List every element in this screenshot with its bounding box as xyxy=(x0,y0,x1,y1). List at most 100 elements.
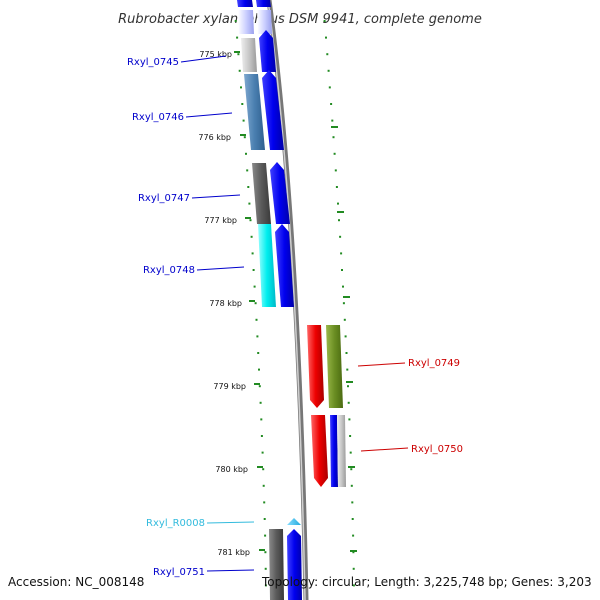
tick-right-1 xyxy=(331,126,338,128)
minor-tick-left xyxy=(264,584,267,587)
minor-tick-right xyxy=(350,468,353,471)
gene-label-r0008[interactable]: Rxyl_R0008 xyxy=(146,518,205,529)
gene-label-0748[interactable]: Rxyl_0748 xyxy=(143,265,195,276)
tick-label-775: 775 kbp xyxy=(199,50,232,59)
gene-feature-0745-b[interactable] xyxy=(259,30,276,72)
tick-777 xyxy=(245,217,251,219)
minor-tick-right xyxy=(341,269,343,271)
position-ticks: 775 kbp 776 kbp 777 kbp 778 kbp 779 kbp … xyxy=(198,50,357,557)
minor-tick-right xyxy=(352,551,355,554)
minor-tick-right xyxy=(348,418,351,421)
leader-line-0750 xyxy=(360,447,409,452)
gene-feature-0750-c[interactable] xyxy=(337,415,346,487)
minor-tick-right xyxy=(337,202,339,205)
minor-tick-right xyxy=(335,186,338,188)
minor-tick-right xyxy=(338,219,340,222)
minor-tick-left xyxy=(250,235,253,238)
gene-feature-r0008[interactable] xyxy=(287,518,301,525)
gene-feature-0750-a[interactable] xyxy=(311,415,328,487)
gene-label-0751[interactable]: Rxyl_0751 xyxy=(153,567,205,578)
leader-line-0747 xyxy=(191,194,241,199)
minor-tick-right xyxy=(343,318,346,321)
minor-tick-left xyxy=(264,551,267,554)
gene-feature-0746-b[interactable] xyxy=(262,70,284,150)
minor-tick-right xyxy=(344,335,347,338)
gene-feature-top-partial-c[interactable] xyxy=(238,10,254,34)
minor-tick-left xyxy=(241,103,244,105)
gene-label-0746[interactable]: Rxyl_0746 xyxy=(132,112,184,123)
minor-tick-right xyxy=(342,285,344,288)
genome-backbone xyxy=(266,0,309,600)
minor-tick-right xyxy=(352,534,355,537)
gene-feature-0746-a[interactable] xyxy=(244,74,265,150)
gene-label-0745[interactable]: Rxyl_0745 xyxy=(127,57,179,68)
gene-label-0747[interactable]: Rxyl_0747 xyxy=(138,193,190,204)
gene-features xyxy=(237,0,346,600)
minor-tick-left xyxy=(238,69,241,72)
minor-tick-right xyxy=(334,169,337,172)
tick-label-778: 778 kbp xyxy=(209,299,242,308)
gene-feature-0747-a[interactable] xyxy=(252,163,271,224)
map-title: Rubrobacter xylanophilus DSM 9941, compl… xyxy=(118,12,482,27)
tick-right-4 xyxy=(346,381,353,383)
minor-tick-left xyxy=(245,152,247,155)
gene-label-0749[interactable]: Rxyl_0749 xyxy=(408,358,460,369)
gene-feature-0748-b[interactable] xyxy=(275,224,294,307)
genome-backbone-highlight xyxy=(267,0,306,600)
tick-label-781: 781 kbp xyxy=(217,548,250,557)
gene-feature-0749-b[interactable] xyxy=(326,325,343,408)
minor-tick-right xyxy=(333,152,336,155)
gene-feature-top-partial-d[interactable] xyxy=(257,10,272,34)
gene-label-0750[interactable]: Rxyl_0750 xyxy=(411,444,463,455)
gene-feature-0748-a[interactable] xyxy=(258,224,276,307)
minor-tick-right xyxy=(331,119,334,122)
tick-right-2 xyxy=(337,211,344,213)
minor-tick-left xyxy=(251,252,254,255)
minor-tick-left xyxy=(242,119,245,122)
minor-tick-right xyxy=(330,103,333,105)
gene-feature-top-partial-b[interactable] xyxy=(256,0,271,7)
gene-feature-0745-a[interactable] xyxy=(241,38,257,72)
minor-tick-right xyxy=(350,484,353,487)
minor-tick-left xyxy=(234,20,237,22)
minor-tick-left xyxy=(248,202,251,205)
leader-line-0748 xyxy=(196,266,245,271)
minor-tick-left xyxy=(256,335,259,338)
minor-tick-left xyxy=(264,567,267,570)
minor-tick-right xyxy=(340,252,343,255)
tick-right-3 xyxy=(343,296,350,298)
minor-tick-right xyxy=(323,20,326,22)
leader-line-0745 xyxy=(180,55,227,63)
minor-tick-left xyxy=(257,352,260,354)
minor-tick-left xyxy=(262,468,265,471)
gene-feature-top-partial-a[interactable] xyxy=(237,0,253,7)
gene-feature-0747-b[interactable] xyxy=(270,162,290,224)
gene-feature-0751-a[interactable] xyxy=(269,529,284,600)
minor-tick-right xyxy=(349,435,352,437)
tick-label-777: 777 kbp xyxy=(204,216,237,225)
gene-feature-0749-a[interactable] xyxy=(307,325,324,408)
leader-line-0749 xyxy=(357,362,406,367)
minor-tick-left xyxy=(263,518,266,520)
minor-tick-left xyxy=(261,451,264,454)
minor-tick-left xyxy=(237,53,240,56)
minor-tick-right xyxy=(352,567,355,570)
tick-776 xyxy=(240,134,246,136)
minor-tick-right xyxy=(347,385,349,388)
minor-tick-right xyxy=(352,584,355,587)
minor-tick-right xyxy=(332,136,335,139)
minor-tick-left xyxy=(260,418,263,421)
minor-tick-left xyxy=(252,269,255,271)
gene-feature-0750-b[interactable] xyxy=(330,415,338,487)
minor-tick-left xyxy=(247,186,250,188)
accession-text: Accession: NC_008148 xyxy=(8,575,145,589)
minor-tick-left xyxy=(236,36,239,39)
minor-tick-right xyxy=(346,368,349,371)
tick-780 xyxy=(257,466,263,468)
tick-right-6 xyxy=(350,550,357,552)
gene-feature-0751-b[interactable] xyxy=(287,529,302,600)
minor-tick-left xyxy=(246,169,249,172)
tick-778 xyxy=(249,300,255,302)
minor-tick-right xyxy=(351,518,354,520)
tick-781 xyxy=(259,549,265,551)
